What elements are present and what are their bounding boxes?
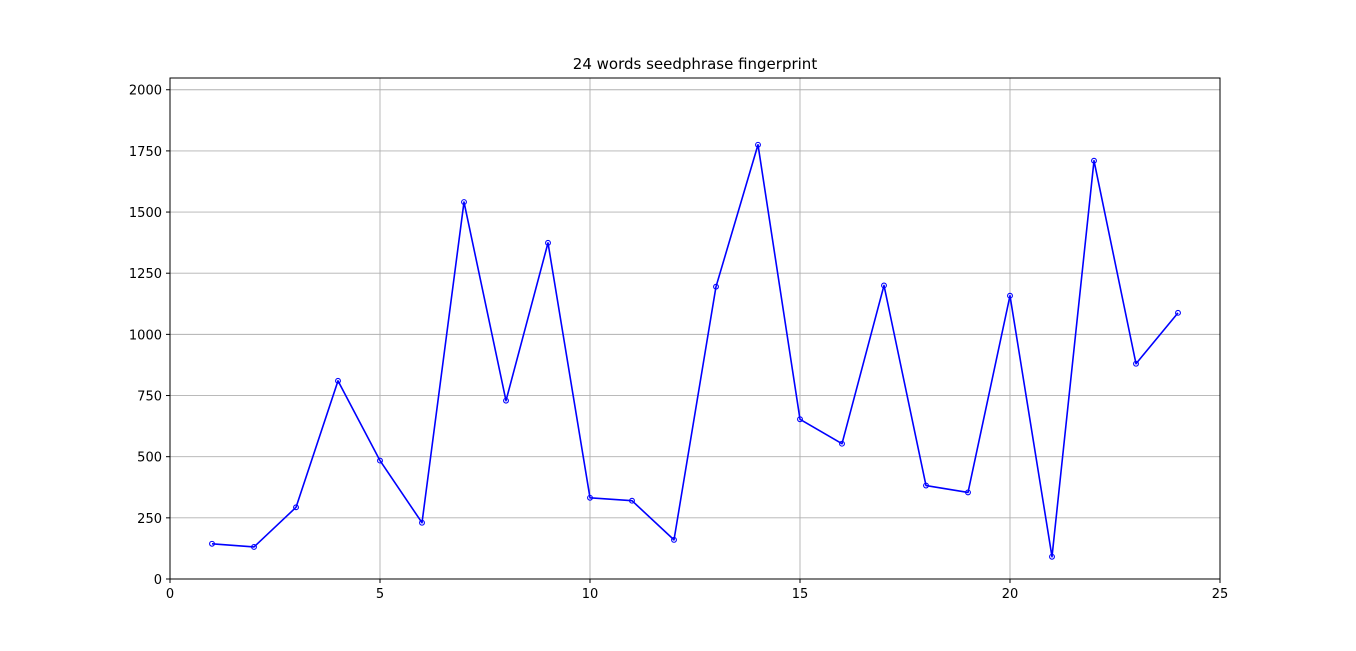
data-point: [461, 199, 467, 205]
data-point: [1175, 309, 1181, 316]
series-line: [211, 143, 1179, 558]
data-point: [671, 536, 677, 543]
data-point: [377, 457, 383, 464]
y-tick-label: 1750: [129, 145, 162, 160]
data-point: [881, 282, 887, 289]
data-point: [1091, 157, 1097, 164]
data-point: [545, 239, 551, 246]
y-tick-label: 750: [137, 390, 162, 405]
grid: [169, 78, 1221, 580]
y-axis: 0 250 500 750 1000 1250 1500 1750 2000: [129, 84, 170, 588]
data-point: [755, 141, 761, 148]
x-tick-label: 10: [582, 587, 599, 602]
y-tick-label: 0: [154, 573, 162, 588]
data-point: [965, 489, 971, 496]
data-point: [1133, 360, 1139, 367]
data-point: [797, 416, 803, 423]
y-tick-label: 250: [137, 512, 162, 527]
data-point: [209, 540, 215, 547]
data-point: [419, 519, 425, 526]
data-point: [713, 283, 719, 290]
series-layer: [209, 141, 1181, 560]
data-point: [629, 497, 635, 504]
data-point: [293, 504, 299, 511]
data-point: [923, 482, 929, 489]
x-tick-label: 20: [1002, 587, 1019, 602]
data-point: [503, 397, 509, 404]
y-tick-label: 1250: [129, 267, 162, 282]
x-tick-label: 0: [166, 587, 174, 602]
chart-title: 24 words seedphrase fingerprint: [573, 55, 818, 73]
y-tick-label: 500: [137, 451, 162, 466]
data-point: [1007, 292, 1013, 299]
data-point: [587, 494, 593, 501]
x-tick-label: 25: [1212, 587, 1229, 602]
x-tick-label: 15: [792, 587, 809, 602]
data-point: [335, 377, 341, 384]
x-axis: 0 5 10 15 20 25: [166, 579, 1228, 602]
x-tick-label: 5: [376, 587, 384, 602]
y-tick-label: 2000: [129, 84, 162, 99]
y-tick-label: 1000: [129, 328, 162, 343]
plot-frame: [169, 77, 1221, 580]
data-point: [1049, 553, 1055, 560]
y-tick-label: 1500: [129, 206, 162, 221]
data-point: [839, 440, 845, 447]
data-point: [251, 544, 257, 550]
